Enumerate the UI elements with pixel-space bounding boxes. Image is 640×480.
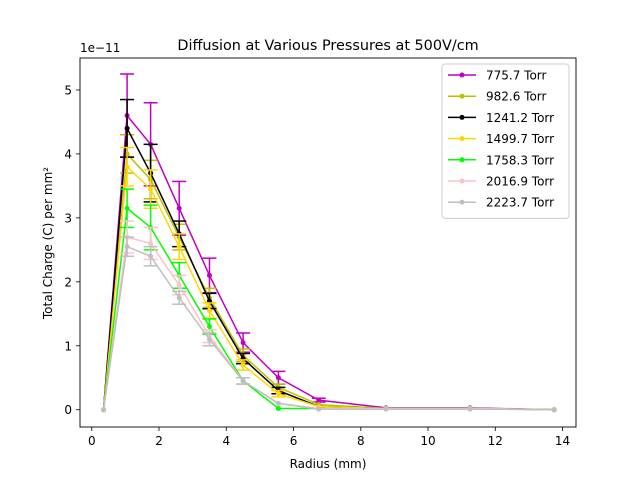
y-axis-label: Total Charge (C) per mm² (41, 167, 55, 320)
y-tick-label: 4 (64, 147, 72, 161)
data-point (124, 164, 130, 170)
x-tick-label: 2 (155, 434, 163, 448)
legend-label: 1758.3 Torr (486, 153, 554, 167)
y-tick-label: 2 (64, 275, 72, 289)
legend-entry: 2223.7 Torr (448, 196, 554, 210)
data-point (240, 362, 246, 368)
data-point (206, 272, 212, 278)
data-point (275, 405, 281, 411)
y-tick-label: 1 (64, 339, 72, 353)
data-point (240, 378, 246, 384)
plot-frame (79, 57, 577, 428)
data-point (124, 205, 130, 211)
data-point (176, 295, 182, 301)
data-point (275, 375, 281, 381)
data-point (206, 324, 212, 330)
x-tick-label: 10 (420, 434, 435, 448)
data-point (206, 336, 212, 342)
legend-entry: 775.7 Torr (448, 69, 547, 83)
series-layer (101, 73, 557, 413)
legend-entry: 1499.7 Torr (448, 132, 554, 146)
x-axis: 0 2 4 6 8 10 12 14 (88, 427, 570, 448)
legend-entry: 2016.9 Torr (448, 175, 554, 189)
data-point (101, 407, 107, 413)
y-axis: 0 1 2 3 4 5 (64, 83, 80, 417)
legend-label: 2016.9 Torr (486, 175, 554, 189)
x-axis-label: Radius (mm) (290, 457, 367, 471)
x-tick-label: 0 (88, 434, 96, 448)
legend-entry: 1758.3 Torr (448, 153, 554, 167)
data-point (240, 340, 246, 346)
legend-entry: 982.6 Torr (448, 90, 547, 104)
data-point (467, 406, 473, 412)
x-tick-label: 4 (222, 434, 230, 448)
legend-label: 1241.2 Torr (486, 111, 554, 125)
legend-marker (459, 199, 465, 205)
legend-entry: 1241.2 Torr (448, 111, 554, 125)
data-point (176, 205, 182, 211)
legend-box (441, 63, 570, 219)
y-tick-label: 5 (64, 83, 72, 97)
legend-label: 982.6 Torr (486, 90, 547, 104)
legend-label: 2223.7 Torr (486, 196, 554, 210)
x-tick-label: 12 (488, 434, 503, 448)
legend-label: 1499.7 Torr (486, 132, 554, 146)
x-tick-label: 8 (357, 434, 365, 448)
legend-marker (459, 72, 465, 78)
legend-marker (459, 114, 465, 120)
legend-marker (459, 93, 465, 99)
data-point (124, 244, 130, 250)
legend-marker (459, 178, 465, 184)
data-point (551, 407, 557, 413)
y-tick-label: 3 (64, 211, 72, 225)
data-point (316, 397, 322, 403)
data-point (316, 406, 322, 412)
legend-marker (459, 136, 465, 142)
data-point (383, 406, 389, 412)
series-6 (101, 236, 557, 413)
data-point (275, 391, 281, 397)
legend-marker (459, 157, 465, 163)
x-tick-label: 14 (555, 434, 570, 448)
data-point (275, 400, 281, 406)
legend: 775.7 Torr 982.6 Torr 1241.2 Torr 1499.7 To… (441, 63, 570, 219)
data-point (124, 125, 130, 131)
data-point (148, 240, 154, 246)
data-point (206, 308, 212, 314)
data-point (176, 244, 182, 250)
data-point (148, 253, 154, 259)
data-point (148, 186, 154, 192)
y-offset-label: 1e−11 (80, 41, 120, 55)
chart-title: Diffusion at Various Pressures at 500V/c… (177, 38, 478, 54)
legend-label: 775.7 Torr (486, 69, 547, 83)
data-point (176, 282, 182, 288)
y-tick-label: 0 (64, 403, 72, 417)
x-tick-label: 6 (290, 434, 298, 448)
